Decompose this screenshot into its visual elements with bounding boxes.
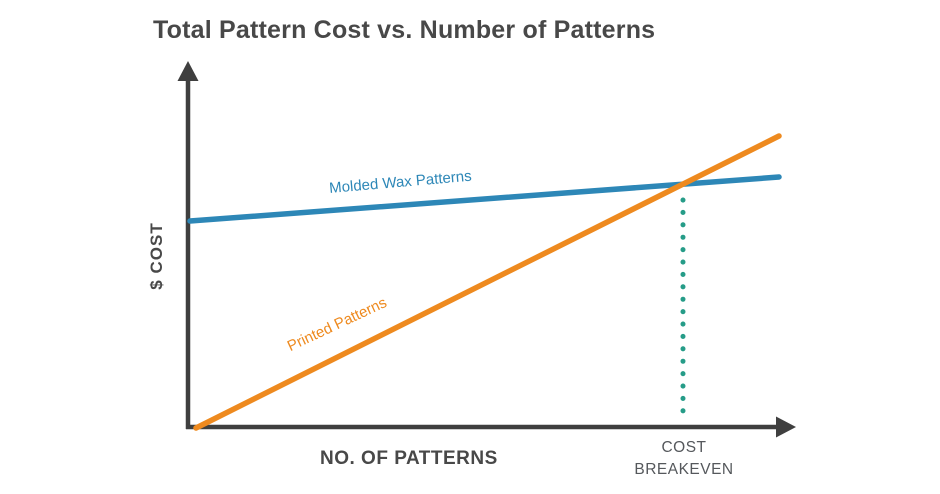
x-axis-arrowhead-icon bbox=[776, 416, 796, 438]
y-axis-arrowhead-icon bbox=[177, 61, 199, 81]
breakeven-annotation-label: COST BREAKEVEN bbox=[634, 439, 734, 478]
y-axis-label: $ COST bbox=[147, 222, 166, 290]
x-axis-label: NO. OF PATTERNS bbox=[320, 448, 498, 469]
series-line-molded-wax-patterns bbox=[187, 174, 782, 224]
series-line-printed-patterns bbox=[193, 133, 782, 431]
chart-title: Total Pattern Cost vs. Number of Pattern… bbox=[153, 16, 656, 44]
